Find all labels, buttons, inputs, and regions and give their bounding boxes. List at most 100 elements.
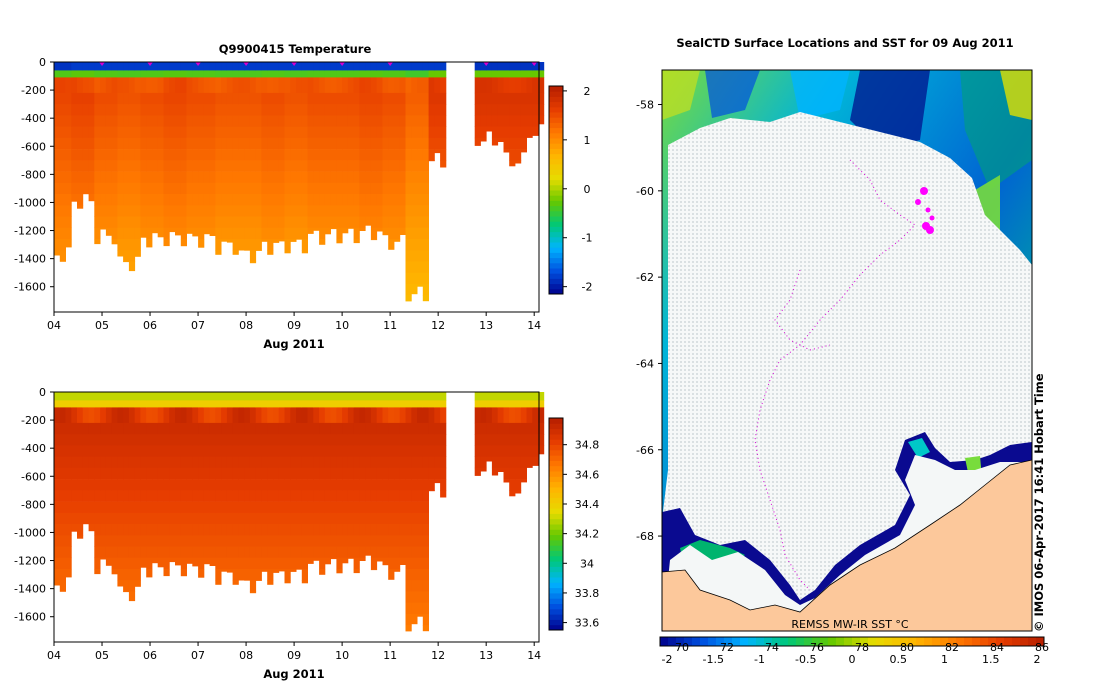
section-cell [215, 194, 222, 206]
section-cell [313, 479, 320, 491]
section-cell [105, 456, 113, 469]
section-cell [284, 182, 291, 195]
section-cell [244, 501, 251, 514]
section-cell [376, 422, 383, 435]
section-cell [376, 512, 383, 525]
section-cell [261, 512, 268, 525]
section-cell [365, 62, 372, 71]
sst-secondary-tick-label: 86 [1035, 641, 1049, 654]
section-cell [267, 77, 274, 94]
section-cell [388, 535, 395, 547]
section-cell [399, 407, 406, 424]
section-cell [192, 115, 199, 127]
section-cell [209, 456, 216, 469]
colorbar-swatch [772, 637, 781, 646]
colorbar-swatch [549, 138, 563, 144]
salinity-plot-frame [53, 391, 540, 643]
section-cell [146, 115, 153, 127]
lat-tick-label: -66 [636, 444, 654, 457]
section-cell [59, 216, 66, 229]
section-cell [82, 92, 89, 105]
section-cell [388, 546, 395, 559]
section-cell [434, 445, 441, 457]
section-cell [313, 92, 320, 105]
colorbar-swatch [549, 200, 563, 207]
section-cell [359, 434, 366, 446]
section-cell [77, 535, 84, 539]
section-cell [157, 92, 164, 105]
section-cell [88, 104, 95, 116]
section-cell [261, 392, 268, 401]
section-cell [157, 205, 164, 217]
section-cell [497, 456, 504, 469]
section-cell [290, 137, 297, 150]
section-cell [77, 490, 84, 502]
section-cell [538, 104, 545, 116]
section-cell [140, 115, 147, 127]
section-cell [330, 160, 337, 172]
section-cell [203, 392, 210, 401]
section-cell [226, 137, 234, 150]
section-cell [405, 407, 412, 424]
section-cell [330, 205, 337, 217]
section-cell [117, 546, 124, 559]
section-cell [440, 400, 447, 408]
section-cell [123, 62, 130, 71]
section-cell [128, 62, 136, 71]
sst-patch [1000, 70, 1032, 120]
section-cell [244, 569, 251, 581]
section-cell [370, 62, 378, 71]
section-cell [347, 182, 355, 195]
section-cell [232, 512, 239, 525]
section-cell [77, 70, 84, 78]
section-cell [65, 456, 72, 469]
section-cell [319, 149, 326, 161]
section-cell [140, 126, 147, 139]
section-cell [100, 557, 107, 560]
section-cell [226, 524, 234, 536]
section-cell [128, 422, 136, 435]
colorbar-swatch [549, 226, 563, 233]
section-cell [319, 467, 326, 480]
section-cell [128, 104, 136, 116]
section-cell [111, 239, 118, 245]
section-cell [278, 182, 285, 195]
section-cell [434, 77, 441, 94]
section-cell [388, 137, 395, 150]
section-cell [238, 149, 245, 161]
colorbar-swatch [549, 247, 563, 253]
colorbar-swatch [549, 423, 563, 430]
section-cell [370, 501, 378, 514]
section-cell [307, 227, 314, 234]
section-cell [244, 407, 251, 424]
section-cell [301, 467, 308, 480]
section-cell [186, 216, 193, 229]
section-cell [209, 77, 216, 94]
section-cell [94, 205, 101, 217]
section-cell [146, 104, 153, 116]
section-cell [394, 137, 401, 150]
section-cell [221, 92, 228, 105]
section-cell [307, 512, 314, 525]
section-cell [324, 92, 331, 105]
y-tick-label: -1600 [14, 281, 46, 294]
section-cell [273, 456, 280, 469]
section-cell [394, 239, 401, 242]
section-cell [221, 171, 228, 184]
section-cell [520, 434, 527, 446]
section-cell [226, 490, 234, 502]
colorbar-swatch [549, 106, 563, 113]
section-cell [538, 392, 545, 401]
section-cell [267, 501, 274, 514]
section-cell [382, 535, 389, 547]
section-cell [336, 557, 343, 570]
section-cell [226, 479, 234, 491]
section-cell [267, 580, 274, 585]
section-cell [440, 104, 447, 116]
section-cell [249, 400, 257, 408]
colorbar-swatch [868, 637, 877, 646]
colorbar-swatch [549, 550, 563, 557]
section-cell [342, 557, 349, 564]
colorbar-swatch [549, 513, 563, 520]
section-cell [382, 490, 389, 502]
